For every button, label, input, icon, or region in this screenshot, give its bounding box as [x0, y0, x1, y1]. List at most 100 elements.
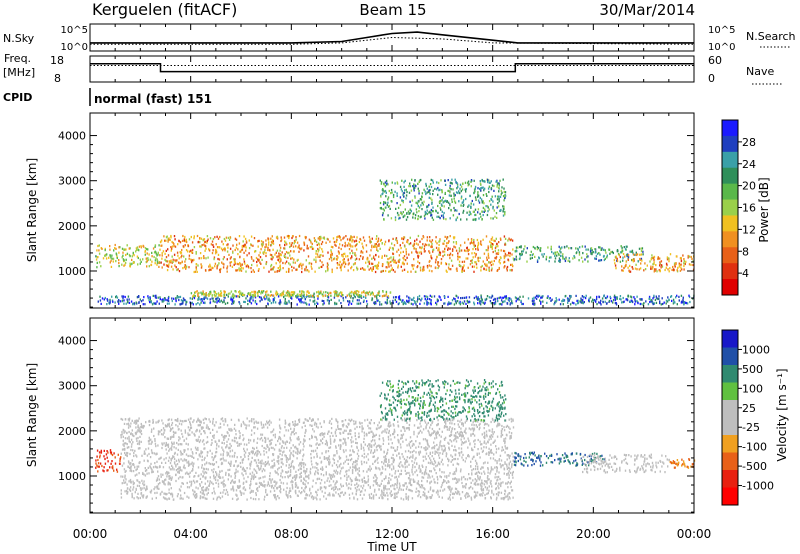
heatmap-cell-1 — [305, 236, 307, 239]
heatmap-cell-1 — [292, 480, 294, 484]
heatmap-cell-1 — [455, 488, 458, 491]
heatmap-cell-0 — [104, 462, 107, 465]
heatmap-cell-1 — [342, 252, 345, 256]
heatmap-cell-1 — [484, 264, 487, 267]
heatmap-cell-2 — [290, 293, 293, 297]
heatmap-cell-1 — [387, 258, 389, 261]
heatmap-cell-1 — [193, 432, 195, 435]
heatmap-cell-1 — [393, 261, 395, 264]
heatmap-cell-3 — [121, 256, 123, 259]
heatmap-cell-2 — [378, 290, 380, 293]
heatmap-cell-1 — [426, 266, 429, 269]
heatmap-cell-1 — [246, 254, 248, 257]
heatmap-cell-0 — [426, 303, 428, 306]
heatmap-cell-1 — [317, 237, 319, 240]
heatmap-cell-2 — [223, 293, 225, 296]
heatmap-cell-1 — [288, 262, 290, 265]
heatmap-cell-1 — [284, 240, 286, 243]
heatmap-cell-1 — [291, 265, 293, 268]
heatmap-cell-1 — [440, 261, 443, 264]
heatmap-cell-1 — [189, 426, 192, 430]
heatmap-cell-6 — [653, 262, 655, 265]
heatmap-cell-0 — [112, 300, 114, 303]
heatmap-cell-4 — [483, 202, 485, 205]
heatmap-cell-1 — [173, 498, 175, 501]
heatmap-cell-1 — [303, 249, 305, 252]
heatmap-cell-0 — [330, 298, 332, 301]
heatmap-cell-1 — [261, 426, 263, 429]
heatmap-cell-0 — [353, 294, 356, 297]
heatmap-cell-1 — [406, 460, 409, 463]
heatmap-cell-1 — [276, 481, 278, 484]
heatmap-cell-1 — [156, 466, 159, 469]
heatmap-cell-6 — [673, 262, 676, 265]
heatmap-cell-1 — [416, 482, 418, 485]
heatmap-cell-4 — [504, 195, 506, 198]
heatmap-cell-1 — [272, 428, 275, 431]
heatmap-cell-1 — [336, 472, 338, 475]
heatmap-cell-1 — [262, 468, 265, 471]
heatmap-cell-1 — [283, 254, 285, 257]
heatmap-cell-0 — [148, 299, 150, 302]
heatmap-cell-1 — [303, 453, 305, 456]
heatmap-cell-0 — [175, 298, 177, 301]
heatmap-cell-2 — [360, 294, 362, 297]
heatmap-cell-1 — [134, 431, 137, 434]
heatmap-cell-1 — [148, 452, 150, 456]
heatmap-cell-1 — [467, 257, 469, 260]
heatmap-cell-4 — [499, 209, 501, 212]
heatmap-cell-1 — [171, 245, 174, 248]
heatmap-cell-4 — [379, 179, 381, 182]
heatmap-cell-2 — [358, 290, 360, 293]
heatmap-cell-0 — [220, 299, 223, 302]
heatmap-cell-0 — [363, 299, 365, 302]
heatmap-cell-1 — [398, 482, 401, 485]
heatmap-cell-1 — [259, 261, 261, 264]
heatmap-cell-0 — [501, 303, 503, 306]
heatmap-cell-0 — [403, 302, 406, 305]
heatmap-cell-1 — [227, 493, 229, 496]
heatmap-cell-0 — [625, 298, 627, 301]
heatmap-cell-0 — [308, 303, 310, 306]
heatmap-cell-1 — [394, 261, 396, 264]
heatmap-cell-1 — [406, 256, 408, 259]
heatmap-cell-6 — [622, 252, 625, 256]
heatmap-cell-0 — [296, 303, 298, 306]
heatmap-cell-6 — [640, 253, 643, 256]
heatmap-cell-1 — [425, 439, 428, 442]
heatmap-cell-1 — [339, 266, 342, 269]
heatmap-cell-1 — [218, 262, 220, 265]
heatmap-cell-6 — [668, 260, 670, 263]
heatmap-cell-5 — [577, 247, 579, 250]
heatmap-cell-4 — [401, 213, 403, 216]
heatmap-cell-1 — [404, 482, 406, 485]
heatmap-cell-1 — [288, 269, 290, 272]
heatmap-cell-2 — [368, 290, 371, 293]
heatmap-cell-0 — [221, 301, 224, 304]
heatmap-cell-1 — [461, 269, 463, 273]
heatmap-cell-4 — [449, 191, 451, 194]
heatmap-cell-1 — [300, 248, 302, 251]
heatmap-cell-1 — [367, 265, 369, 268]
heatmap-cell-1 — [451, 455, 454, 458]
heatmap-cell-3 — [156, 254, 158, 257]
heatmap-cell-1 — [181, 248, 183, 252]
heatmap-cell-1 — [314, 449, 317, 452]
heatmap-cell-1 — [417, 426, 419, 429]
heatmap-cell-1 — [460, 447, 463, 450]
heatmap-cell-0 — [214, 300, 216, 303]
heatmap-cell-2 — [299, 293, 301, 296]
heatmap-cell-2 — [288, 293, 290, 296]
heatmap-cell-1 — [420, 250, 422, 253]
heatmap-cell-1 — [233, 427, 236, 430]
heatmap-cell-0 — [110, 451, 113, 454]
heatmap-cell-1 — [430, 254, 432, 257]
heatmap-cell-6 — [687, 254, 689, 258]
heatmap-cell-1 — [426, 264, 429, 268]
heatmap-cell-2 — [286, 291, 288, 294]
heatmap-cell-6 — [639, 253, 641, 256]
heatmap-cell-1 — [342, 259, 344, 262]
heatmap-cell-6 — [680, 266, 682, 269]
heatmap-cell-4 — [462, 201, 464, 204]
heatmap-cell-1 — [429, 462, 431, 465]
